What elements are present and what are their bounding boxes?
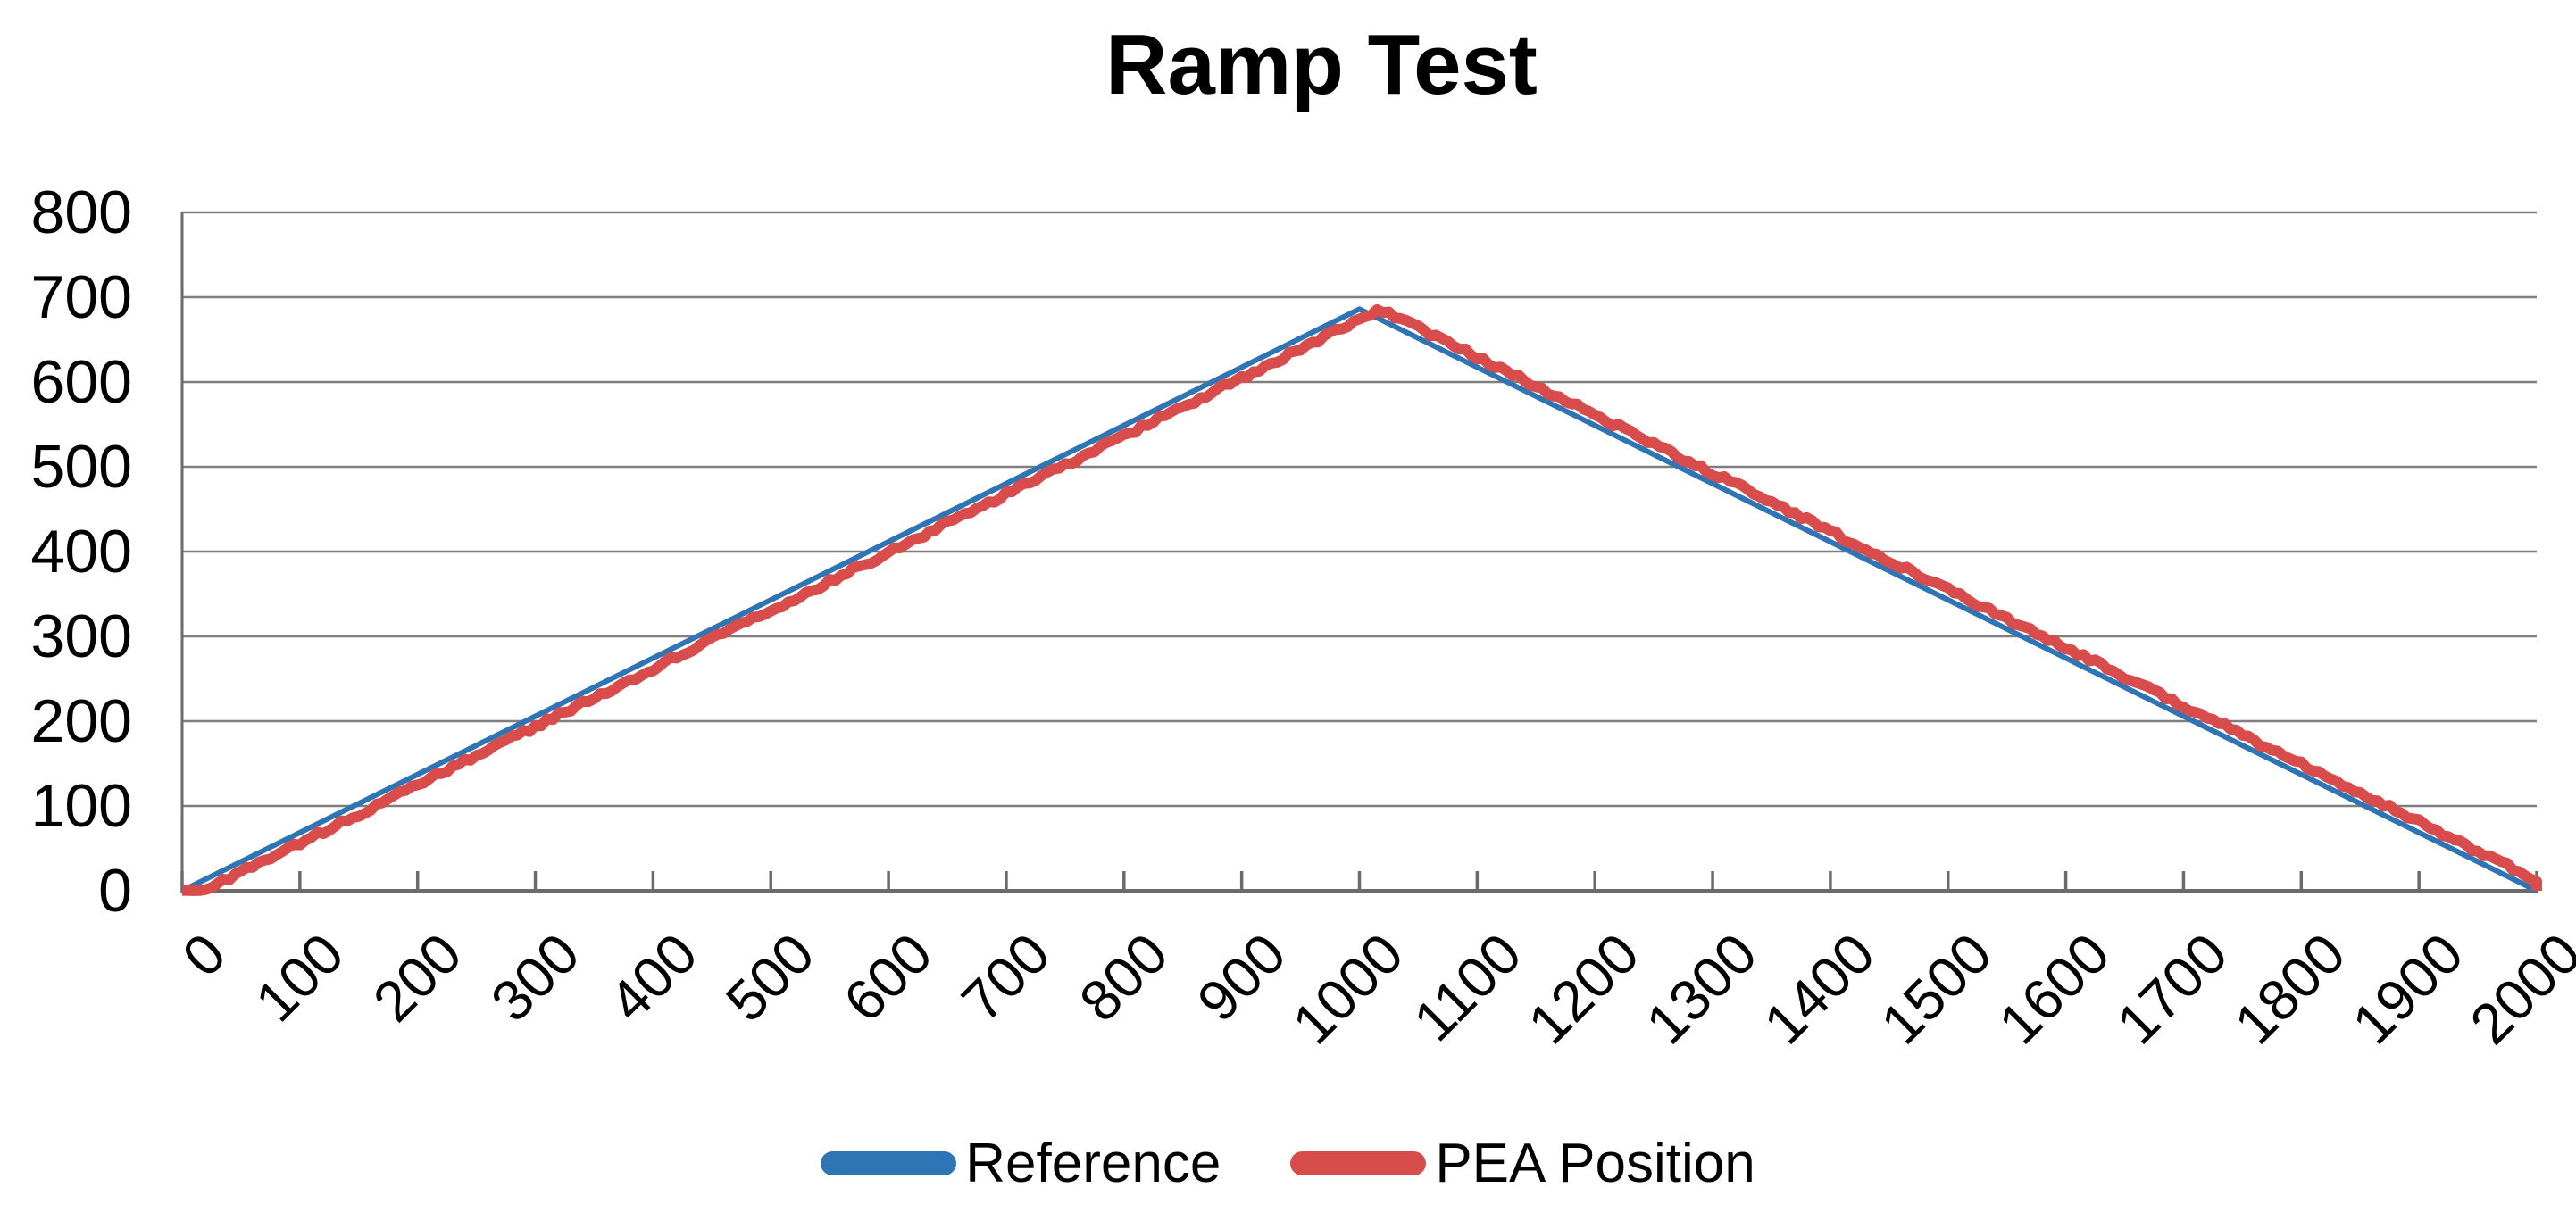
y-tick-label: 600 xyxy=(30,348,132,416)
y-tick-label: 700 xyxy=(30,263,132,331)
y-tick-label: 400 xyxy=(30,518,132,586)
legend: Reference PEA Position xyxy=(0,1132,2576,1195)
y-tick-label: 800 xyxy=(30,179,132,246)
legend-item-reference[interactable]: Reference xyxy=(821,1132,1221,1195)
legend-item-pea-position[interactable]: PEA Position xyxy=(1290,1132,1755,1195)
series-line-reference[interactable] xyxy=(180,306,2538,893)
y-tick-label: 0 xyxy=(98,857,132,925)
pea-position-line-swatch-icon xyxy=(1290,1151,1427,1175)
y-tick-label: 500 xyxy=(30,433,132,501)
legend-label-pea-position: PEA Position xyxy=(1435,1133,1755,1194)
chart-title: Ramp Test xyxy=(1105,17,1538,112)
y-tick-label: 100 xyxy=(30,772,132,840)
series-line-pea-position[interactable] xyxy=(181,303,2542,896)
y-tick-label: 300 xyxy=(30,602,132,670)
y-tick-label: 200 xyxy=(30,687,132,755)
reference-line-swatch-icon xyxy=(821,1151,957,1175)
legend-label-reference: Reference xyxy=(965,1133,1221,1194)
